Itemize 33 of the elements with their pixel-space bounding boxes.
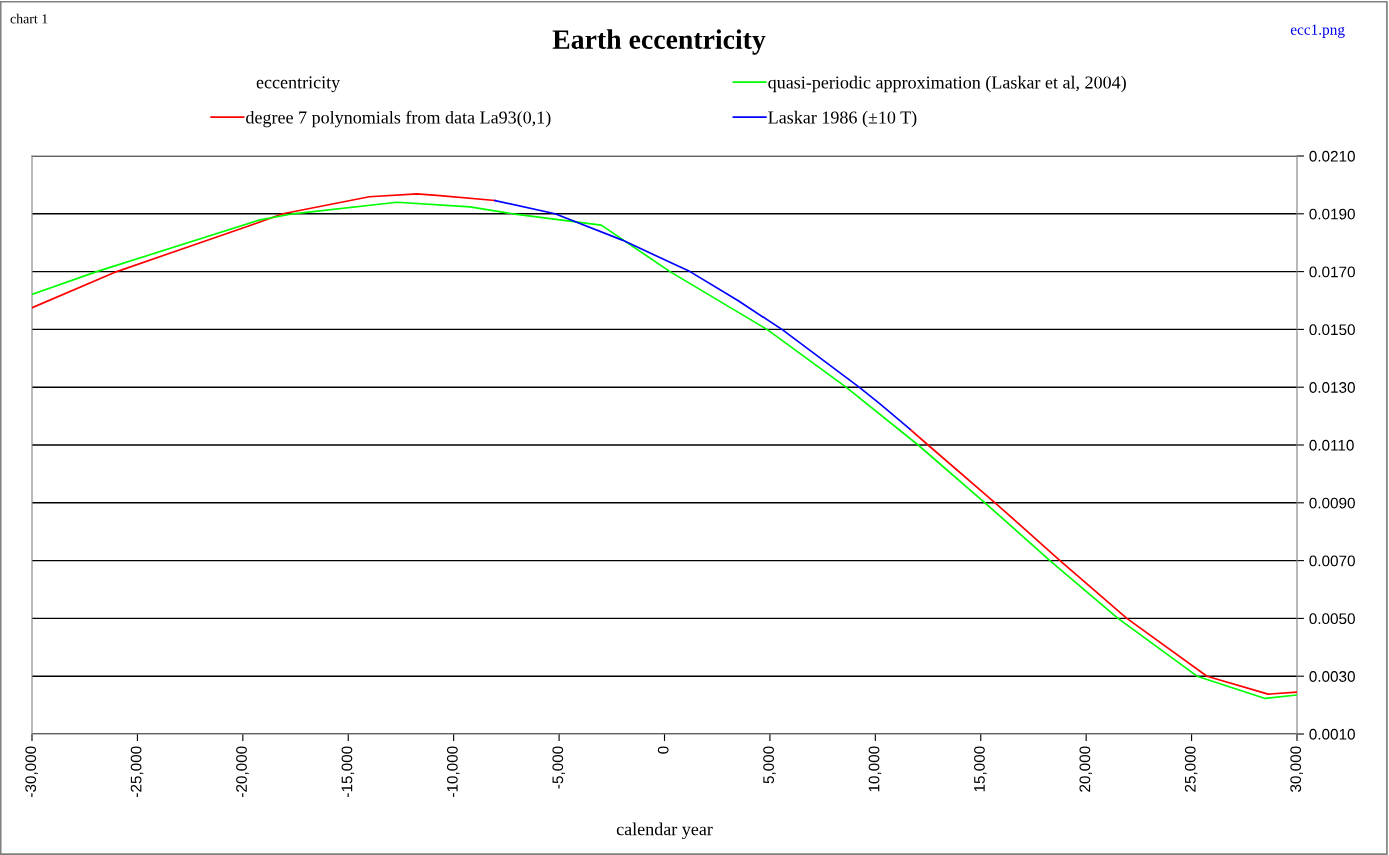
legend-label: Laskar 1986 (±10 T): [768, 110, 917, 128]
y-tick-label: 0.0010: [1309, 728, 1355, 740]
y-tick-label: 0.0150: [1309, 324, 1355, 336]
y-tick-label: 0.0170: [1309, 266, 1355, 278]
x-tick-label: -15,000: [341, 746, 355, 797]
legend-label: degree 7 polynomials from data La93(0,1): [246, 110, 551, 128]
x-tick-label: -10,000: [446, 746, 460, 797]
y-tick-label: 0.0190: [1309, 208, 1355, 220]
y-tick-label: 0.0070: [1309, 555, 1355, 567]
x-tick-label: 30,000: [1290, 746, 1303, 792]
caption: chart 1: [10, 13, 48, 24]
x-tick-label: 0: [657, 746, 669, 754]
x-tick-label: 5,000: [763, 746, 776, 784]
text: ecc1.png: [1290, 24, 1345, 38]
x-tick-label: 15,000: [974, 746, 987, 792]
x-tick-label: 10,000: [868, 746, 882, 792]
x-tick-label: -25,000: [130, 746, 144, 797]
x-tick-label: 20,000: [1079, 746, 1093, 792]
y-tick-label: 0.0110: [1309, 439, 1354, 451]
x-tick-label: -30,000: [25, 746, 38, 797]
y-tick-label: 0.0130: [1309, 382, 1355, 393]
text: eccentricity: [256, 76, 341, 93]
y-tick-label: 0.0090: [1309, 497, 1355, 509]
x-axis-title: calendar year: [616, 822, 713, 840]
x-tick-label: -5,000: [552, 746, 565, 789]
x-tick-label: -20,000: [236, 746, 249, 797]
chart-title: Earth eccentricity: [552, 29, 766, 55]
legend-label: quasi-periodic approximation (Laskar et al, 2004): [768, 75, 1126, 93]
y-tick-label: 0.0050: [1309, 613, 1355, 625]
y-tick-label: 0.0030: [1309, 671, 1355, 682]
line-series: [494, 199, 911, 430]
y-tick-label: 0.0210: [1309, 150, 1355, 162]
x-tick-label: 25,000: [1184, 746, 1198, 792]
